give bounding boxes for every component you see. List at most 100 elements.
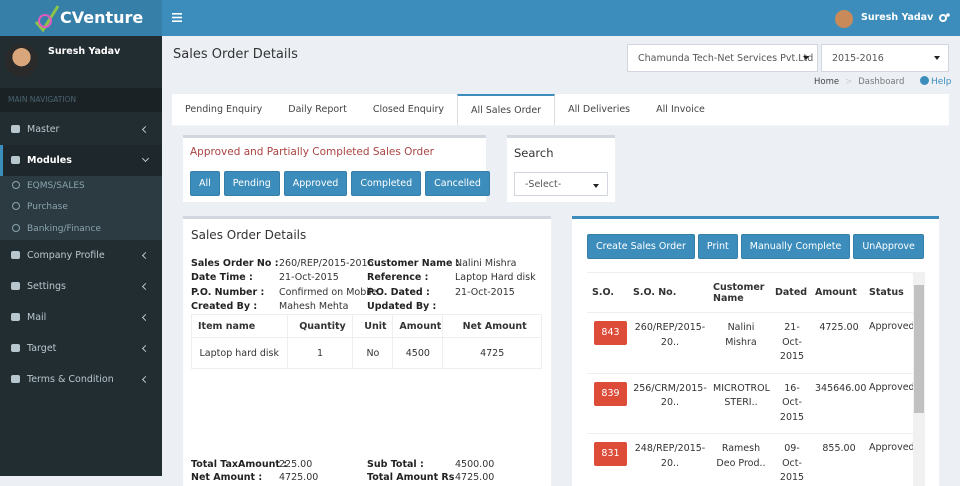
- items-column: Amount: [393, 315, 443, 338]
- field-value: 260/REP/2015-2016: [279, 258, 374, 269]
- scroll-thumb[interactable]: [914, 285, 924, 413]
- items-cell: 1: [287, 338, 353, 369]
- scrollbar[interactable]: [913, 272, 925, 486]
- items-column: Quantity: [287, 315, 353, 338]
- action-button[interactable]: Create Sales Order: [587, 234, 695, 259]
- action-button[interactable]: Manually Complete: [741, 234, 851, 259]
- orders-cell: 16-Oct-2015: [772, 373, 812, 434]
- items-cell: 4500: [393, 338, 443, 369]
- user-name[interactable]: Suresh Yadav: [861, 12, 933, 23]
- settings-icon[interactable]: [939, 12, 950, 23]
- orders-text: 16-Oct-2015: [780, 383, 804, 423]
- items-column: Net Amount: [443, 315, 542, 338]
- total-label: Total TaxAmount :: [191, 459, 287, 470]
- tab[interactable]: All Invoice: [643, 94, 718, 125]
- nav-subitem[interactable]: Purchase: [0, 197, 162, 218]
- brand-name: CVenture: [60, 8, 143, 27]
- nav-icon: [11, 251, 20, 259]
- nav-label[interactable]: Master: [27, 124, 59, 135]
- page-title: Sales Order Details: [173, 47, 298, 62]
- nav-label[interactable]: Settings: [27, 281, 66, 292]
- tab[interactable]: All Deliveries: [555, 94, 643, 125]
- nav-label[interactable]: Mail: [27, 312, 46, 323]
- so-badge[interactable]: 831: [594, 442, 627, 466]
- orders-cell: 256/CRM/2015-20..: [630, 373, 710, 434]
- nav-label[interactable]: Modules: [27, 155, 72, 166]
- field-value: 21-Oct-2015: [279, 272, 339, 283]
- filter-button[interactable]: Approved: [284, 171, 348, 196]
- nav-chevron: [142, 126, 149, 133]
- search-box: Search -Select-: [507, 135, 615, 202]
- items-cell: Laptop hard disk: [192, 338, 288, 369]
- orders-cell: 4725.00: [812, 313, 866, 374]
- filter-button[interactable]: Pending: [224, 171, 280, 196]
- nav-item[interactable]: Target: [0, 333, 162, 364]
- nav-item[interactable]: Company Profile: [0, 240, 162, 271]
- field-label: Updated By :: [367, 301, 436, 312]
- orders-cell: 839: [587, 373, 630, 434]
- details-title: Sales Order Details: [191, 228, 306, 242]
- filter-button[interactable]: Cancelled: [425, 171, 490, 196]
- orders-cell: Approved: [866, 313, 913, 374]
- tab[interactable]: Daily Report: [275, 94, 360, 125]
- filter-button[interactable]: All: [190, 171, 220, 196]
- breadcrumb-home[interactable]: Home: [814, 77, 839, 87]
- company-select[interactable]: Chamunda Tech-Net Services Pvt.Ltd: [627, 44, 818, 72]
- orders-cell: Nalini Mishra: [710, 313, 772, 374]
- action-button[interactable]: Print: [698, 234, 738, 259]
- search-title: Search: [514, 146, 554, 160]
- so-badge[interactable]: 839: [594, 382, 627, 406]
- total-label: Sub Total :: [367, 459, 424, 470]
- total-value: 225.00: [279, 459, 312, 470]
- nav-subitem[interactable]: EQMS/SALES: [0, 176, 162, 197]
- nav-item[interactable]: Terms & Condition: [0, 364, 162, 395]
- nav-item[interactable]: Modules: [0, 145, 162, 176]
- tab[interactable]: All Sales Order: [457, 94, 555, 125]
- nav-item[interactable]: Settings: [0, 271, 162, 302]
- nav-chevron: [142, 376, 149, 383]
- tab[interactable]: Pending Enquiry: [172, 94, 275, 125]
- orders-cell: 345646.00: [812, 373, 866, 434]
- nav-label[interactable]: Target: [27, 343, 56, 354]
- orders-column: Status: [866, 273, 913, 313]
- orders-cell: 843: [587, 313, 630, 374]
- orders-column: Amount: [812, 273, 866, 313]
- orders-cell: MICROTROL STERI..: [710, 373, 772, 434]
- nav-label[interactable]: Company Profile: [27, 250, 105, 261]
- nav-item[interactable]: Mail: [0, 302, 162, 333]
- search-select[interactable]: -Select-: [514, 172, 608, 196]
- year-select[interactable]: 2015-2016: [821, 44, 949, 72]
- nav-icon: [11, 344, 20, 352]
- orders-cell: 21-Oct-2015: [772, 313, 812, 374]
- nav-subitem[interactable]: Banking/Finance: [0, 219, 162, 240]
- nav-label[interactable]: Terms & Condition: [27, 374, 114, 385]
- action-button[interactable]: UnApprove: [853, 234, 924, 259]
- field-label: Sales Order No :: [191, 258, 279, 269]
- help-link[interactable]: Help: [920, 76, 952, 87]
- sidebar-toggle[interactable]: [172, 13, 182, 22]
- nav-item[interactable]: Master: [0, 114, 162, 145]
- items-column: Item name: [192, 315, 288, 338]
- field-label: Date Time :: [191, 272, 253, 283]
- total-label: Total Amount Rs: [367, 472, 454, 483]
- user-avatar[interactable]: [835, 10, 853, 28]
- orders-text: 345646.00: [815, 383, 866, 394]
- nav-icon: [11, 282, 20, 290]
- so-badge[interactable]: 843: [594, 321, 627, 345]
- logo-mark: [34, 4, 60, 32]
- orders-cell: 09-Oct-2015: [772, 434, 812, 486]
- orders-cell: Approved: [866, 373, 913, 434]
- brand-logo[interactable]: CVenture: [0, 0, 162, 36]
- filter-button[interactable]: Completed: [351, 171, 421, 196]
- tab[interactable]: Closed Enquiry: [360, 94, 457, 125]
- help-text[interactable]: Help: [931, 77, 952, 87]
- field-label: Customer Name :: [367, 258, 460, 269]
